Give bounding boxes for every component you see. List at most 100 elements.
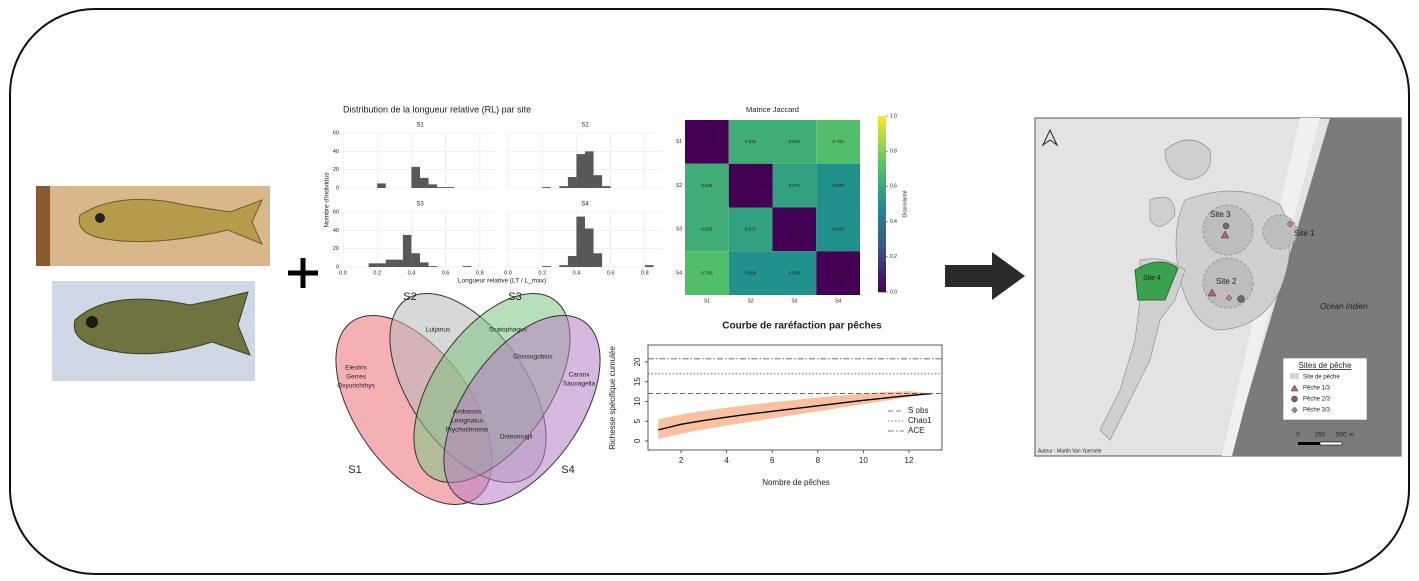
colorbar-segment: [878, 239, 886, 244]
x-tick-label: 0.4: [408, 270, 416, 276]
colorbar-segment: [878, 173, 886, 178]
cell-label: 0.500: [745, 270, 757, 275]
species-label: Eleotris: [345, 365, 367, 372]
cell-label: 0.000: [745, 183, 757, 188]
x-tick-label: 0.6: [607, 270, 615, 276]
y-tick-label: 20: [333, 167, 339, 173]
legend-item: Pêche 1/3: [1303, 386, 1331, 392]
y-axis-label: Richesse spécifique cumulée: [608, 346, 617, 450]
x-tick-label: 4: [724, 456, 729, 465]
x-tick-label: 0.2: [373, 270, 381, 276]
colorbar-segment: [878, 151, 886, 156]
colorbar-segment: [878, 230, 886, 235]
x-tick-label: 0.4: [573, 270, 581, 276]
x-axis-label: Longueur relative (LT / L_max): [458, 278, 546, 285]
site-label: Site 3: [1210, 210, 1231, 219]
scale-label: 0: [1296, 432, 1300, 439]
colorbar-tick-label: 1.0: [890, 113, 897, 119]
x-tick-label: 0.0: [504, 270, 512, 276]
legend-title: Sites de pêche: [1299, 361, 1352, 370]
colorbar-segment: [878, 142, 886, 147]
row-label: S2: [676, 183, 682, 189]
cell-label: 0.500: [832, 227, 844, 232]
colorbar-tick-label: 0.2: [890, 254, 897, 260]
bar: [411, 167, 420, 188]
cell-label: 0.625: [701, 227, 713, 232]
cell-label: 0.000: [832, 270, 844, 275]
y-tick-label: 60: [333, 209, 339, 215]
colorbar-segment: [878, 208, 886, 213]
colorbar-segment: [878, 160, 886, 165]
map: Site 3 Site 1 Site 2 Site 4 Océan Indien…: [1035, 118, 1401, 456]
x-tick-label: 2: [679, 456, 684, 465]
panel-title: S1: [416, 123, 424, 129]
colorbar-segment: [878, 279, 886, 284]
bar: [594, 253, 603, 267]
cell-label: 0.625: [745, 139, 757, 144]
bar: [403, 235, 412, 267]
bar: [429, 266, 438, 267]
colorbar-segment: [878, 266, 886, 271]
y-tick-label: 15: [633, 377, 642, 386]
bar: [437, 187, 446, 188]
y-tick-label: 40: [333, 228, 339, 234]
colorbar-segment: [878, 138, 886, 143]
x-tick-label: 10: [859, 456, 868, 465]
colorbar-segment: [878, 213, 886, 218]
colorbar-segment: [878, 195, 886, 200]
colorbar-segment: [878, 235, 886, 240]
colorbar-segment: [878, 226, 886, 231]
bar: [377, 183, 386, 188]
set-label: S1: [348, 464, 361, 476]
colorbar-segment: [878, 283, 886, 288]
colorbar-segment: [878, 182, 886, 187]
colorbar-segment: [878, 248, 886, 253]
colorbar-segment: [878, 222, 886, 227]
cell-label: 0.700: [701, 270, 713, 275]
colorbar-segment: [878, 217, 886, 222]
colorbar-segment: [878, 288, 886, 293]
colorbar-segment: [878, 191, 886, 196]
cell-label: 0.571: [789, 183, 801, 188]
x-tick-label: 0.8: [476, 270, 484, 276]
colorbar-segment: [878, 120, 886, 125]
colorbar-label: Dissimilarité: [902, 190, 908, 217]
cell-label: 0.700: [832, 139, 844, 144]
species-label: Glossogobius: [513, 354, 553, 361]
x-axis-label: Nombre de pêches: [762, 478, 830, 487]
colorbar-tick-label: 0.4: [890, 219, 897, 225]
colorbar-segment: [878, 204, 886, 209]
bar: [568, 256, 577, 267]
bar: [568, 177, 577, 188]
species-label: Leiognatus: [451, 418, 484, 425]
x-tick-label: 0.8: [641, 270, 649, 276]
bar: [559, 186, 568, 188]
species-label: Ambassis: [453, 409, 482, 416]
row-label: S4: [676, 270, 682, 276]
set-label: S4: [561, 464, 574, 476]
colorbar-tick-label: 0.0: [890, 289, 897, 295]
y-tick-label: 60: [333, 130, 339, 136]
bar: [585, 151, 594, 188]
legend-item: Pêche 3/3: [1303, 408, 1331, 414]
x-tick-label: 0.0: [339, 270, 347, 276]
scale-label: 500 m: [1336, 432, 1354, 439]
species-label: Scatophagus: [489, 327, 528, 334]
cell-label: 0.571: [745, 227, 757, 232]
fish-photo-1: [36, 186, 270, 266]
bar: [429, 184, 438, 188]
bar: [594, 175, 603, 188]
cell-label: 0.000: [789, 227, 801, 232]
y-tick-label: 10: [633, 396, 642, 405]
panel-title: S3: [416, 202, 424, 208]
bar: [576, 217, 585, 267]
legend-item: Site de pêche: [1303, 375, 1340, 381]
site-label: Site 1: [1294, 229, 1315, 238]
bar: [420, 262, 429, 267]
species-label: Osteomugil: [500, 434, 533, 441]
ocean-label: Océan Indien: [1320, 302, 1368, 311]
legend-label: ACE: [908, 426, 924, 435]
panel-title: S2: [581, 123, 589, 129]
colorbar-segment: [878, 169, 886, 174]
species-label: Caranx: [569, 372, 591, 379]
